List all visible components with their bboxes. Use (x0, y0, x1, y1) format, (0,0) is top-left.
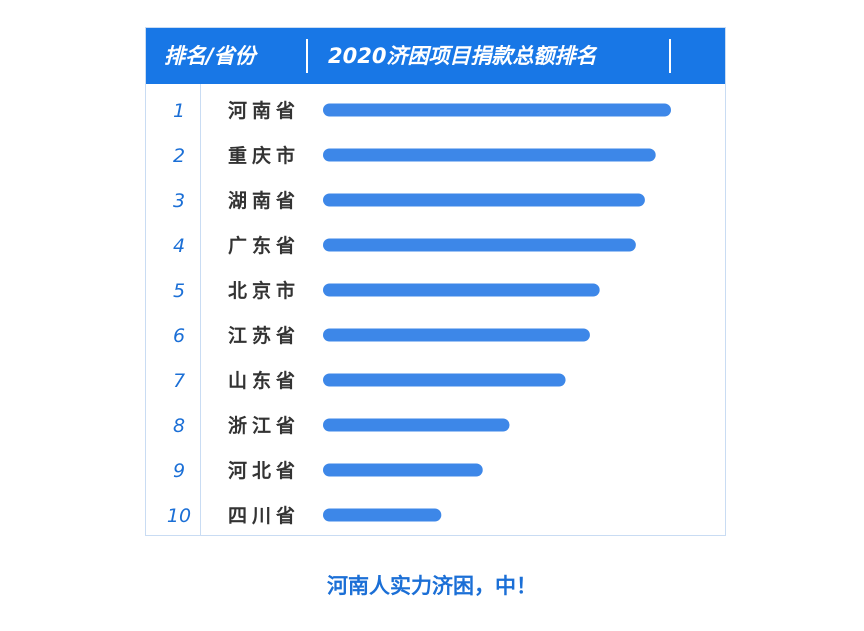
province-label: 北京市 (228, 279, 300, 302)
ranking-panel: 排名/省份 2020济困项目捐款总额排名 1 河南省 2 重庆市 3 湖南省 4 广东省 5 北京… (145, 27, 726, 536)
rank-label: 4 (173, 235, 185, 257)
province-label: 四川省 (228, 505, 300, 527)
bar (323, 148, 656, 162)
rank-label: 7 (173, 370, 185, 392)
header-chart-title: 2020济困项目捐款总额排名 (328, 44, 597, 68)
province-label: 重庆市 (228, 144, 300, 167)
rank-label: 1 (173, 100, 185, 122)
rank-label: 8 (173, 415, 185, 437)
rank-label: 10 (167, 505, 191, 527)
bar (323, 193, 645, 207)
rank-column-divider (200, 84, 201, 535)
bar (323, 283, 600, 297)
bar (323, 508, 442, 522)
rank-label: 5 (173, 280, 185, 302)
province-label: 浙江省 (228, 414, 300, 437)
footer-caption: 河南人实力济困，中！ (327, 574, 537, 598)
header-separator-end (669, 39, 671, 73)
rank-label: 2 (173, 145, 185, 167)
bar (323, 328, 590, 342)
rank-label: 6 (173, 325, 185, 347)
header-separator (306, 39, 308, 73)
bar (323, 238, 636, 252)
bar (323, 463, 483, 477)
province-label: 广东省 (228, 234, 300, 257)
province-label: 湖南省 (228, 190, 300, 212)
bar (323, 373, 566, 387)
bar (323, 103, 671, 117)
province-label: 河南省 (228, 100, 300, 122)
bar (323, 418, 510, 432)
bar-chart: 1 河南省 2 重庆市 3 湖南省 4 广东省 5 北京市 6 江苏省 7 山东省 8 浙江省 9 河北省 10 四川… (167, 100, 671, 527)
header-rank-province: 排名/省份 (164, 44, 256, 68)
province-label: 江苏省 (228, 324, 300, 347)
rank-label: 9 (173, 460, 185, 482)
province-label: 河北省 (228, 460, 300, 482)
rank-label: 3 (173, 190, 185, 212)
province-label: 山东省 (228, 369, 300, 392)
table-header: 排名/省份 2020济困项目捐款总额排名 (146, 28, 725, 84)
